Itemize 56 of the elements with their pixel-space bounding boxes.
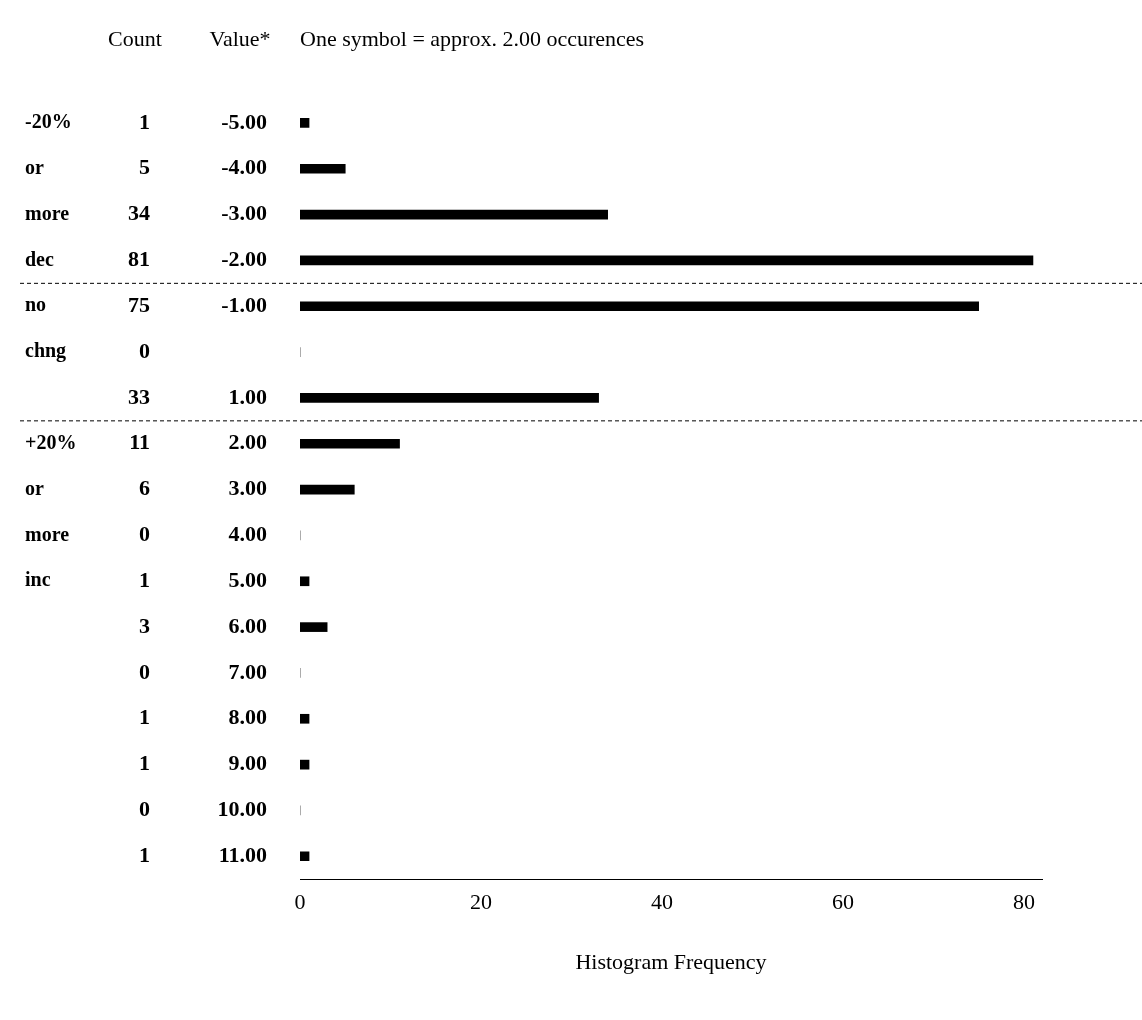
y-tick-label: 3.00 — [228, 475, 267, 501]
y-tick-label: 8.00 — [228, 704, 267, 730]
text: Count — [108, 25, 162, 51]
data-label: 6 — [139, 475, 150, 501]
y-tick-label: 2.00 — [228, 429, 267, 455]
bar — [300, 438, 400, 449]
x-tick-label: 20 — [469, 889, 492, 915]
bar — [300, 255, 1034, 266]
data-label: 75 — [128, 291, 150, 317]
y-tick-label: 4.00 — [228, 521, 267, 547]
data-label: 11 — [129, 429, 150, 455]
y-tick-label: 9.00 — [228, 750, 267, 776]
y-tick-label: -1.00 — [221, 291, 267, 317]
y-tick-label: -2.00 — [221, 246, 267, 272]
data-label: 1 — [139, 566, 150, 592]
text: Value* — [209, 25, 271, 51]
chart-title: One symbol = approx. 2.00 occurences — [300, 25, 645, 51]
y-tick-label: 7.00 — [228, 658, 267, 684]
x-tick-label: 40 — [650, 889, 673, 915]
data-label: 5 — [139, 154, 150, 180]
data-label: 33 — [128, 383, 150, 409]
y-tick-label: 5.00 — [228, 566, 267, 592]
y-tick-label: -5.00 — [221, 108, 267, 134]
bar — [300, 163, 346, 174]
y-tick-label: -3.00 — [221, 200, 267, 226]
data-label: 0 — [139, 337, 150, 363]
y-tick-label: 10.00 — [217, 796, 267, 822]
x-tick-label: 0 — [294, 889, 306, 915]
data-label: 1 — [139, 704, 150, 730]
data-label: 0 — [139, 521, 150, 547]
bar — [300, 622, 328, 632]
bar — [300, 118, 310, 128]
bar — [300, 851, 310, 862]
text: +20% or more inc — [25, 430, 77, 591]
bar — [300, 209, 608, 220]
data-label: 1 — [139, 841, 150, 867]
data-label: 81 — [128, 246, 150, 272]
data-label: 0 — [139, 658, 150, 684]
data-label: 0 — [139, 796, 150, 822]
y-tick-label: 6.00 — [228, 612, 267, 638]
bar — [300, 713, 310, 724]
y-tick-label: 1.00 — [228, 383, 267, 409]
data-label: 34 — [128, 200, 150, 226]
x-axis-title: Histogram Frequency — [575, 948, 767, 974]
bar — [300, 576, 310, 587]
data-label: 3 — [139, 612, 150, 638]
data-label: 1 — [139, 108, 150, 134]
y-tick-label: 11.00 — [218, 841, 267, 867]
x-tick-label: 60 — [831, 889, 854, 915]
x-tick-label: 80 — [1012, 889, 1035, 915]
data-label: 1 — [139, 750, 150, 776]
y-tick-label: -4.00 — [221, 154, 267, 180]
bar — [300, 393, 599, 403]
text: no chng — [25, 293, 67, 363]
bar — [300, 484, 355, 495]
bar — [300, 301, 979, 312]
